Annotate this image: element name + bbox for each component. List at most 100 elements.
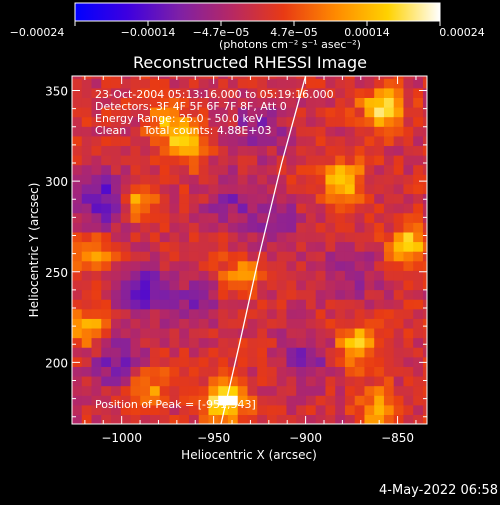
heatmap-cell [247, 174, 258, 185]
heatmap-cell [130, 414, 141, 424]
heatmap-cell [296, 76, 307, 79]
heatmap-cell [169, 164, 180, 175]
heatmap-cell [305, 289, 317, 300]
heatmap-cell [169, 78, 180, 89]
heatmap-cell [101, 126, 112, 137]
heatmap-cell [198, 87, 210, 98]
heatmap-cell [383, 222, 395, 233]
heatmap-cell [179, 145, 190, 156]
heatmap-cell [188, 222, 200, 233]
heatmap-cell [354, 203, 366, 214]
heatmap-cell [159, 356, 171, 367]
heatmap-cell [413, 289, 424, 300]
heatmap-cell [315, 366, 327, 377]
heatmap-cell [413, 116, 424, 127]
heatmap-cell [91, 183, 102, 195]
heatmap-cell [237, 395, 249, 406]
heatmap-cell [413, 145, 424, 156]
heatmap-cell [403, 106, 414, 118]
heatmap-cell [335, 366, 346, 377]
heatmap-cell [354, 212, 366, 223]
heatmap-cell [130, 164, 141, 175]
heatmap-cell [179, 231, 190, 243]
heatmap-cell [149, 327, 161, 339]
heatmap-cell [374, 414, 385, 424]
heatmap-cell [315, 97, 327, 108]
heatmap-cell [159, 395, 171, 406]
observation-annotations: 23-Oct-2004 05:13:16.000 to 05:19:16.000… [95, 88, 334, 137]
heatmap-cell [276, 212, 288, 223]
heatmap-cell [91, 404, 102, 415]
heatmap-cell [227, 155, 239, 166]
heatmap-cell [422, 270, 427, 281]
heatmap-cell [247, 164, 258, 175]
heatmap-cell [383, 356, 395, 367]
x-tick-label: −1000 [101, 431, 142, 445]
heatmap-cell [120, 366, 132, 377]
heatmap-cell [364, 299, 375, 310]
heatmap-cell [413, 308, 424, 319]
x-axis-label: Heliocentric X (arcsec) [181, 448, 317, 462]
heatmap-cell [344, 145, 356, 156]
heatmap-cell [110, 126, 122, 137]
heatmap-cell [149, 375, 161, 387]
heatmap-cell [422, 231, 427, 243]
heatmap-cell [91, 76, 102, 79]
heatmap-cell [101, 337, 112, 348]
heatmap-cell [286, 241, 297, 252]
heatmap-cell [149, 299, 161, 310]
heatmap-cell [120, 241, 132, 252]
heatmap-cell [296, 251, 307, 262]
heatmap-cell [383, 106, 395, 118]
heatmap-cell [383, 385, 395, 396]
heatmap-cell [120, 183, 132, 195]
heatmap-cell [325, 116, 336, 127]
heatmap-cell [159, 174, 171, 185]
heatmap-cell [81, 231, 93, 243]
heatmap-cell [198, 279, 210, 291]
heatmap-cell [413, 212, 424, 223]
heatmap-cell [325, 183, 336, 195]
chart-title: Reconstructed RHESSI Image [133, 53, 367, 72]
heatmap-cell [344, 356, 356, 367]
heatmap-cell [247, 385, 258, 396]
heatmap-cell [130, 203, 141, 214]
heatmap-cell [130, 337, 141, 348]
heatmap-cell [286, 212, 297, 223]
heatmap-cell [315, 260, 327, 271]
heatmap-cell [344, 270, 356, 281]
heatmap-cell [257, 279, 268, 291]
heatmap-cell [403, 395, 414, 406]
heatmap-cell [296, 164, 307, 175]
heatmap-cell [276, 289, 288, 300]
heatmap-cell [81, 251, 93, 262]
heatmap-cell [81, 164, 93, 175]
heatmap-cell [257, 78, 268, 89]
heatmap-cell [247, 76, 258, 79]
heatmap-cell [344, 231, 356, 243]
heatmap-cell [120, 231, 132, 243]
heatmap-cell [422, 164, 427, 175]
heatmap-cell [227, 308, 239, 319]
heatmap-cell [81, 78, 93, 89]
heatmap-cell [276, 337, 288, 348]
heatmap-cell [344, 308, 356, 319]
heatmap-cell [335, 395, 346, 406]
heatmap-cell [383, 87, 395, 98]
heatmap-cell [325, 126, 336, 137]
heatmap-cell [120, 193, 132, 204]
heatmap-cell [413, 404, 424, 415]
heatmap-cell [130, 241, 141, 252]
heatmap-cell [198, 299, 210, 310]
heatmap-cell [218, 231, 229, 243]
heatmap-cell [257, 231, 268, 243]
heatmap-cell [344, 97, 356, 108]
heatmap-cell [335, 337, 346, 348]
heatmap-cell [296, 183, 307, 195]
heatmap-cell [354, 116, 366, 127]
heatmap-cell [169, 279, 180, 291]
heatmap-cell [247, 116, 258, 127]
heatmap-cell [159, 318, 171, 329]
heatmap-cell [325, 241, 336, 252]
heatmap-cell [72, 347, 83, 358]
